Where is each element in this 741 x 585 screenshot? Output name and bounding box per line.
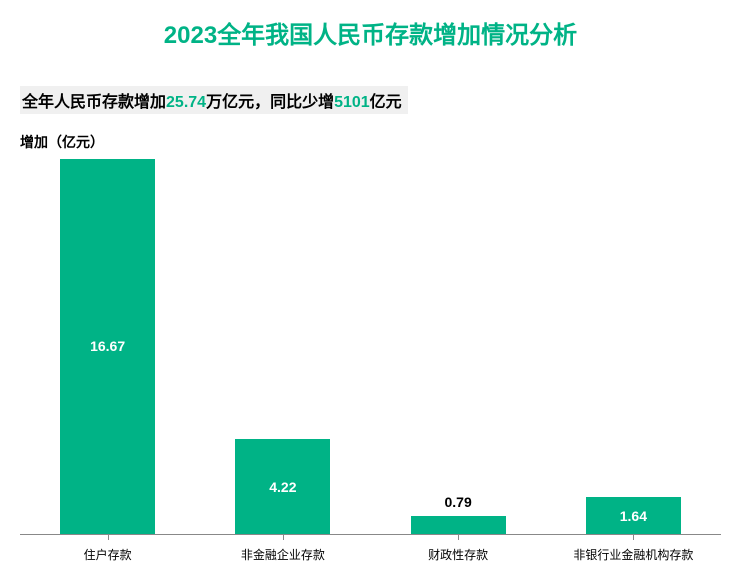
x-axis-category-label: 非银行业金融机构存款 [546, 546, 721, 563]
chart-area: 16.67 4.22 0.79 1.64 [20, 140, 721, 535]
chart-title: 2023全年我国人民币存款增加情况分析 [0, 0, 741, 50]
subtitle-mid: 万亿元，同比少增 [206, 94, 334, 111]
axis-tick [458, 534, 459, 540]
bar-value-label: 4.22 [235, 479, 330, 495]
bar: 0.79 [411, 516, 506, 534]
subtitle-value2: 5101 [334, 94, 370, 111]
subtitle-value1: 25.74 [166, 94, 206, 111]
bar: 16.67 [60, 159, 155, 534]
bar: 4.22 [235, 439, 330, 534]
x-axis-category-label: 财政性存款 [371, 546, 546, 563]
bar-wrapper: 4.22 [195, 140, 370, 534]
bar-wrapper: 0.79 [371, 140, 546, 534]
chart-subtitle: 全年人民币存款增加25.74万亿元，同比少增5101亿元 [20, 86, 408, 114]
bar-value-label: 0.79 [411, 494, 506, 510]
axis-tick [633, 534, 634, 540]
axis-tick [283, 534, 284, 540]
bar-value-label: 16.67 [60, 338, 155, 354]
axis-tick [108, 534, 109, 540]
x-axis-category-label: 住户存款 [20, 546, 195, 563]
bar-value-label: 1.64 [586, 508, 681, 524]
subtitle-suffix: 亿元 [370, 94, 402, 111]
subtitle-prefix: 全年人民币存款增加 [22, 94, 166, 111]
bars-container: 16.67 4.22 0.79 1.64 [20, 140, 721, 535]
bar: 1.64 [586, 497, 681, 534]
bar-wrapper: 16.67 [20, 140, 195, 534]
x-axis-labels: 住户存款非金融企业存款财政性存款非银行业金融机构存款 [20, 546, 721, 563]
x-axis-category-label: 非金融企业存款 [195, 546, 370, 563]
bar-wrapper: 1.64 [546, 140, 721, 534]
